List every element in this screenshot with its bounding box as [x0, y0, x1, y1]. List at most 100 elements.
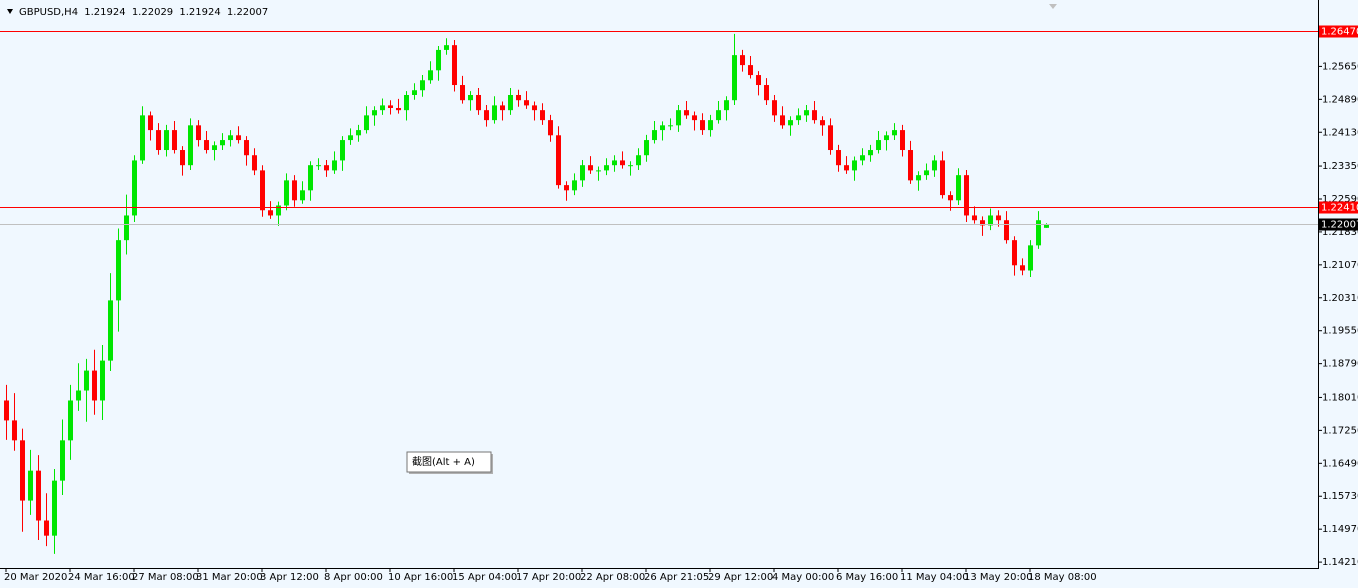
candle-body: [932, 160, 937, 171]
symbol: GBPUSD,H4: [19, 7, 78, 18]
candle-body: [92, 370, 97, 401]
candle-body: [140, 115, 145, 161]
candle-body: [36, 470, 41, 521]
x-tick-label: 18 May 08:00: [1028, 572, 1097, 583]
candle-body: [148, 115, 153, 131]
candle-body: [100, 360, 105, 401]
candle-body: [444, 45, 449, 50]
y-tick-label: 1.20310: [1322, 293, 1358, 304]
price-label: 1.22007: [1321, 220, 1358, 231]
candle-body: [996, 215, 1001, 221]
y-tick-label: 1.14970: [1322, 524, 1358, 535]
candle-body: [388, 105, 393, 108]
candle-body: [820, 120, 825, 126]
candle-body: [436, 49, 441, 71]
y-tick-label: 1.21830: [1322, 227, 1358, 238]
candle-body: [44, 520, 49, 536]
close-value: 1.22007: [227, 7, 268, 18]
candle-body: [1020, 265, 1025, 271]
y-tick-label: 1.22590: [1322, 194, 1358, 205]
candle-body: [204, 140, 209, 151]
price-label-box: [1319, 218, 1358, 231]
candle-body: [260, 170, 265, 211]
x-tick-label: 10 Apr 16:00: [388, 572, 453, 583]
y-tick-label: 1.25650: [1322, 61, 1358, 72]
tooltip-text: 截图(Alt + A): [412, 455, 475, 468]
candle-body: [244, 140, 249, 156]
y-tick-label: 1.15730: [1322, 491, 1358, 502]
x-tick-label: 27 Mar 08:00: [132, 572, 199, 583]
y-tick-label: 1.24130: [1322, 127, 1358, 138]
chart-header: GBPUSD,H4 1.21924 1.22029 1.21924 1.2200…: [19, 7, 268, 18]
candle-body: [548, 120, 553, 136]
candle-body: [748, 65, 753, 76]
candle-body: [372, 110, 377, 116]
candle-body: [948, 195, 953, 201]
x-tick-label: 20 Mar 2020: [4, 572, 67, 583]
candle-body: [692, 115, 697, 121]
candle-body: [596, 170, 601, 172]
high-value: 1.22029: [132, 7, 173, 18]
candle-body: [28, 470, 33, 501]
candle-body: [124, 215, 129, 241]
candle-body: [652, 130, 657, 141]
candle-body: [988, 215, 993, 226]
candle-body: [812, 110, 817, 121]
candle-body: [60, 440, 65, 481]
candle-body: [332, 160, 337, 171]
candle-body: [212, 145, 217, 151]
menu-arrow[interactable]: [7, 9, 13, 14]
candle-body: [300, 190, 305, 201]
candle-body: [380, 105, 385, 111]
candle-body: [924, 170, 929, 176]
candle-body: [68, 400, 73, 441]
candle-body: [980, 220, 985, 226]
candle-body: [52, 480, 57, 536]
candle-body: [796, 115, 801, 121]
candle-body: [108, 300, 113, 361]
candle-body: [876, 140, 881, 151]
x-tick-label: 31 Mar 20:00: [196, 572, 263, 583]
candle-body: [500, 105, 505, 111]
price-label: 1.26470: [1321, 27, 1358, 38]
candle-body: [508, 94, 513, 111]
low-value: 1.21924: [179, 7, 220, 18]
candle-body: [284, 180, 289, 206]
candle-body: [252, 155, 257, 171]
y-tick-label: 1.14210: [1322, 557, 1358, 568]
x-tick-label: 8 Apr 00:00: [324, 572, 383, 583]
candle-body: [292, 180, 297, 201]
x-tick-label: 6 May 16:00: [836, 572, 898, 583]
candle-body: [700, 120, 705, 131]
candle-body: [724, 100, 729, 111]
candle-body: [660, 125, 665, 131]
candle-body: [268, 210, 273, 216]
candle-body: [604, 165, 609, 171]
candle-body: [852, 160, 857, 171]
candle-body: [764, 85, 769, 101]
candle-body: [420, 80, 425, 91]
x-tick-label: 24 Mar 16:00: [68, 572, 135, 583]
candle-body: [708, 120, 713, 131]
tooltip: 截图(Alt + A): [406, 451, 493, 474]
candle-body: [956, 175, 961, 201]
price-label-box: [1319, 201, 1358, 214]
candle-body: [804, 110, 809, 116]
candle-body: [132, 160, 137, 216]
y-tick-label: 1.18010: [1322, 392, 1358, 403]
candle-body: [460, 85, 465, 101]
candle-body: [732, 55, 737, 101]
candle-body: [772, 100, 777, 116]
candle-body: [1028, 245, 1033, 271]
candle-body: [588, 165, 593, 171]
candle-body: [676, 110, 681, 126]
candle-body: [84, 370, 89, 391]
candle-body: [668, 125, 673, 127]
candle-body: [684, 110, 689, 116]
candle-body: [492, 105, 497, 121]
x-tick-label: 22 Apr 08:00: [580, 572, 645, 583]
candle-body: [164, 130, 169, 151]
candle-body: [348, 135, 353, 141]
candle-body: [156, 130, 161, 151]
price-label: 1.22410: [1321, 203, 1358, 214]
